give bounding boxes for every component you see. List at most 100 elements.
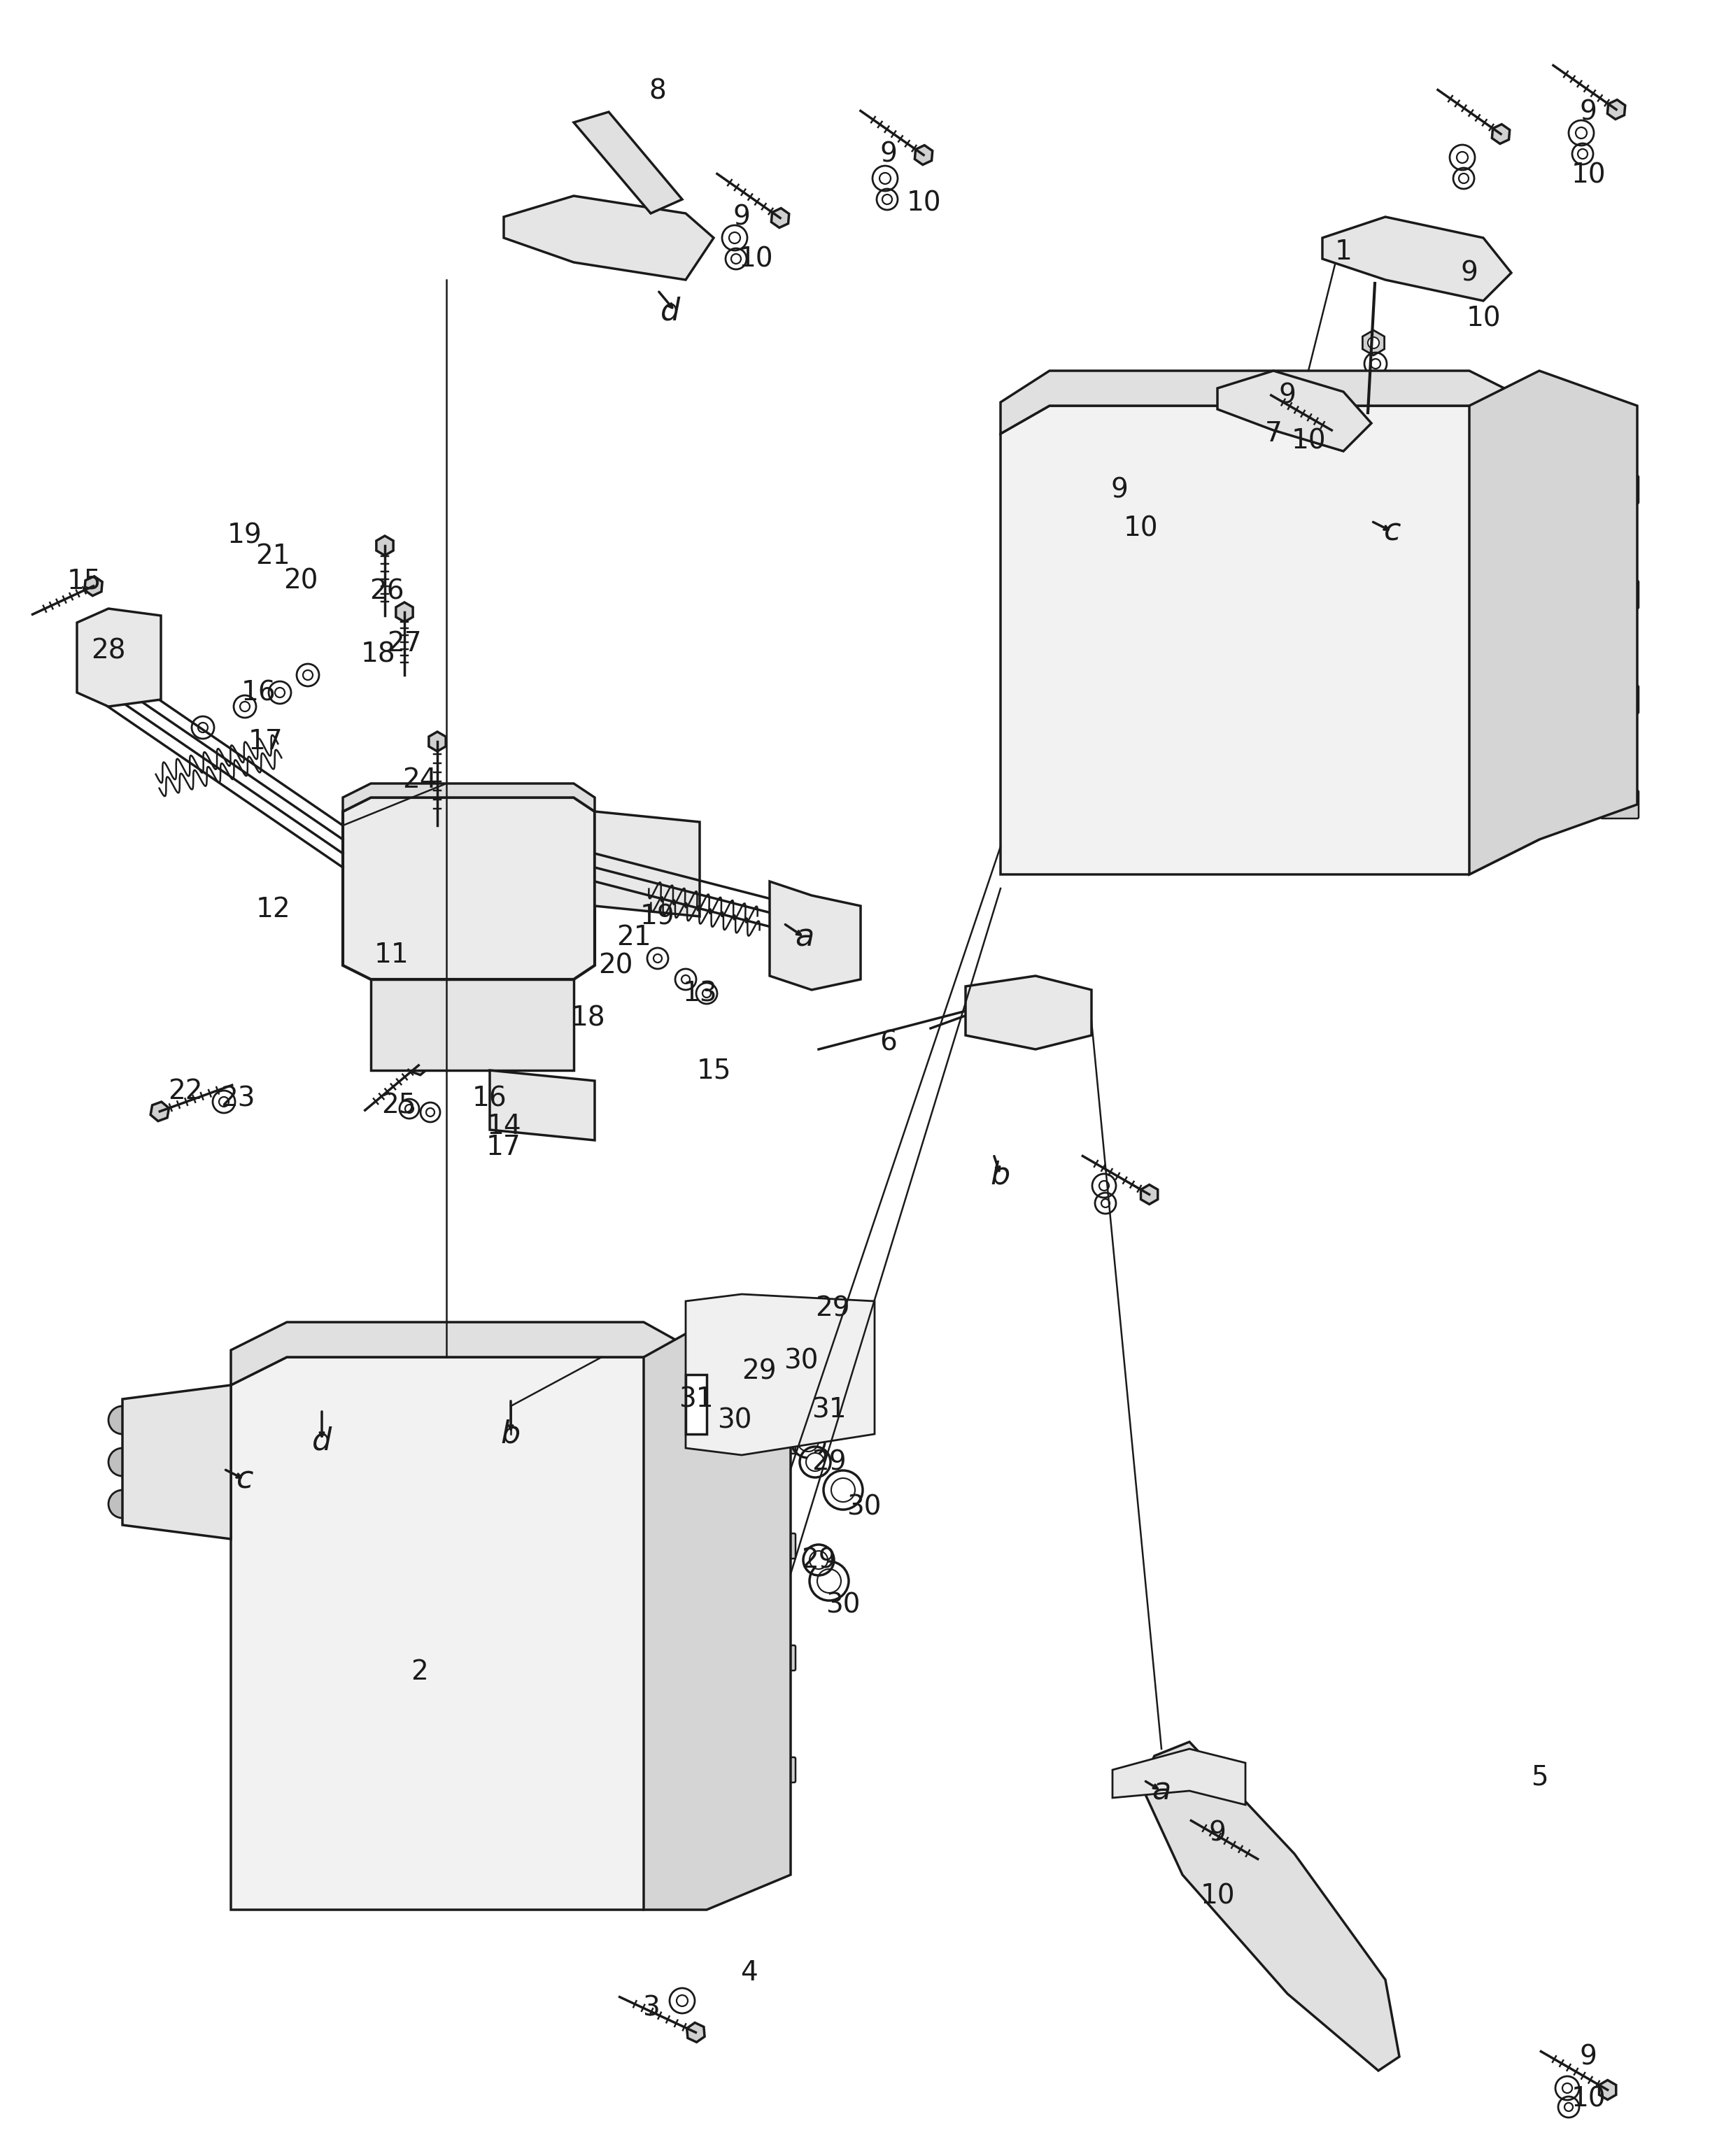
Circle shape bbox=[489, 1455, 519, 1483]
Circle shape bbox=[805, 1453, 824, 1470]
Circle shape bbox=[702, 990, 711, 998]
Text: 14: 14 bbox=[486, 1112, 522, 1141]
Circle shape bbox=[1456, 151, 1468, 164]
Circle shape bbox=[1573, 789, 1604, 819]
Text: 29: 29 bbox=[812, 1449, 846, 1475]
Text: a: a bbox=[1152, 1777, 1171, 1807]
Polygon shape bbox=[1140, 1742, 1399, 2070]
Polygon shape bbox=[489, 1069, 594, 1141]
Circle shape bbox=[802, 1315, 822, 1337]
Polygon shape bbox=[771, 209, 790, 229]
Polygon shape bbox=[915, 144, 932, 164]
Text: d: d bbox=[661, 295, 680, 326]
Text: a: a bbox=[795, 923, 814, 953]
Text: 30: 30 bbox=[846, 1494, 881, 1520]
Circle shape bbox=[676, 1994, 689, 2007]
Text: 4: 4 bbox=[740, 1960, 757, 1986]
Circle shape bbox=[1245, 733, 1274, 763]
Text: 17: 17 bbox=[486, 1134, 522, 1160]
Text: 29: 29 bbox=[802, 1546, 836, 1574]
FancyBboxPatch shape bbox=[1600, 476, 1638, 505]
Polygon shape bbox=[1001, 405, 1538, 875]
Polygon shape bbox=[769, 882, 860, 990]
Polygon shape bbox=[397, 602, 412, 621]
Circle shape bbox=[1128, 716, 1195, 783]
Text: 21: 21 bbox=[616, 925, 651, 951]
Text: 9: 9 bbox=[1580, 2044, 1597, 2070]
Circle shape bbox=[723, 1386, 747, 1410]
Text: 10: 10 bbox=[1200, 1882, 1235, 1908]
Circle shape bbox=[378, 867, 419, 910]
Circle shape bbox=[476, 1440, 532, 1496]
Text: 11: 11 bbox=[374, 942, 409, 968]
Circle shape bbox=[108, 1406, 136, 1434]
Text: 12: 12 bbox=[256, 897, 290, 923]
Polygon shape bbox=[1599, 2081, 1616, 2100]
Circle shape bbox=[883, 194, 893, 205]
Circle shape bbox=[1216, 373, 1233, 390]
Polygon shape bbox=[84, 576, 103, 595]
Text: 18: 18 bbox=[361, 640, 395, 668]
Circle shape bbox=[1578, 149, 1588, 160]
Text: 25: 25 bbox=[381, 1091, 416, 1119]
Text: 20: 20 bbox=[283, 567, 318, 593]
Text: 9: 9 bbox=[1111, 476, 1128, 502]
Circle shape bbox=[1128, 595, 1195, 664]
FancyBboxPatch shape bbox=[761, 1757, 795, 1783]
Circle shape bbox=[1573, 580, 1604, 610]
Circle shape bbox=[458, 877, 479, 899]
FancyBboxPatch shape bbox=[761, 1645, 795, 1671]
Polygon shape bbox=[230, 1356, 707, 1910]
Circle shape bbox=[1573, 683, 1604, 716]
Circle shape bbox=[817, 1570, 841, 1593]
Circle shape bbox=[733, 1643, 761, 1671]
Circle shape bbox=[381, 1453, 416, 1485]
Circle shape bbox=[405, 1104, 414, 1112]
Text: 16: 16 bbox=[242, 679, 276, 705]
Polygon shape bbox=[1113, 1749, 1245, 1805]
Circle shape bbox=[510, 867, 553, 910]
Polygon shape bbox=[376, 537, 393, 556]
Circle shape bbox=[654, 955, 661, 962]
Text: 3: 3 bbox=[642, 1994, 659, 2020]
FancyBboxPatch shape bbox=[1600, 686, 1638, 714]
Polygon shape bbox=[1001, 371, 1538, 448]
Polygon shape bbox=[122, 1384, 230, 1539]
Circle shape bbox=[522, 877, 543, 899]
Polygon shape bbox=[573, 112, 682, 213]
Polygon shape bbox=[685, 1294, 874, 1455]
Text: 9: 9 bbox=[733, 203, 750, 231]
Circle shape bbox=[730, 233, 740, 244]
Circle shape bbox=[448, 867, 489, 910]
Text: 15: 15 bbox=[67, 567, 101, 593]
Circle shape bbox=[476, 1708, 532, 1764]
Polygon shape bbox=[429, 731, 446, 750]
Circle shape bbox=[302, 671, 312, 679]
Text: 8: 8 bbox=[649, 78, 666, 103]
Circle shape bbox=[1284, 414, 1293, 425]
Text: 20: 20 bbox=[599, 953, 634, 979]
Polygon shape bbox=[1140, 1184, 1157, 1205]
Polygon shape bbox=[1492, 125, 1509, 144]
Text: 2: 2 bbox=[410, 1658, 429, 1686]
Polygon shape bbox=[1322, 218, 1511, 302]
Circle shape bbox=[220, 1097, 228, 1106]
Circle shape bbox=[197, 722, 208, 733]
Text: 10: 10 bbox=[1571, 162, 1605, 188]
Circle shape bbox=[1459, 172, 1468, 183]
Circle shape bbox=[1370, 358, 1380, 369]
Circle shape bbox=[1142, 610, 1181, 649]
Circle shape bbox=[798, 1432, 819, 1451]
Polygon shape bbox=[644, 1322, 790, 1910]
Text: 5: 5 bbox=[1530, 1764, 1549, 1789]
Circle shape bbox=[426, 1108, 434, 1117]
Text: 6: 6 bbox=[879, 1028, 898, 1056]
Polygon shape bbox=[1324, 420, 1341, 440]
Text: 24: 24 bbox=[402, 768, 438, 793]
Text: 30: 30 bbox=[783, 1348, 819, 1373]
Circle shape bbox=[1425, 373, 1442, 390]
Circle shape bbox=[108, 1449, 136, 1477]
Circle shape bbox=[381, 1718, 416, 1751]
Circle shape bbox=[809, 1550, 828, 1570]
Text: c: c bbox=[237, 1464, 254, 1494]
